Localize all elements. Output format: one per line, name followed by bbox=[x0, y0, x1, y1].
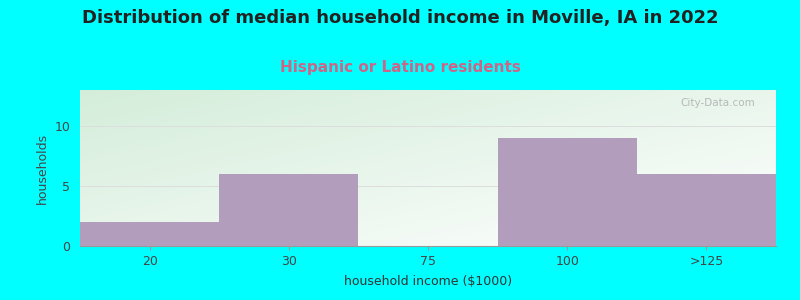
Bar bbox=[498, 138, 637, 246]
Text: Hispanic or Latino residents: Hispanic or Latino residents bbox=[279, 60, 521, 75]
Bar bbox=[80, 222, 219, 246]
Bar bbox=[219, 174, 358, 246]
X-axis label: household income ($1000): household income ($1000) bbox=[344, 275, 512, 288]
Text: City-Data.com: City-Data.com bbox=[680, 98, 755, 108]
Y-axis label: households: households bbox=[36, 132, 49, 204]
Bar bbox=[637, 174, 776, 246]
Text: Distribution of median household income in Moville, IA in 2022: Distribution of median household income … bbox=[82, 9, 718, 27]
